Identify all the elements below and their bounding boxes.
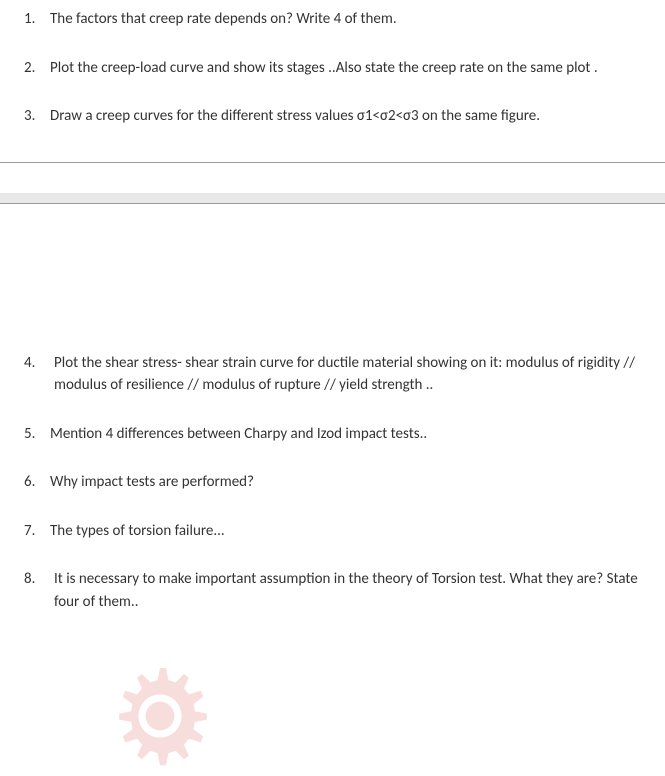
question-text-2: Plot the creep-load curve and show its s… bbox=[50, 57, 641, 80]
gear-watermark-icon bbox=[90, 656, 230, 776]
bottom-question-block: 4. Plot the shear stress- shear strain c… bbox=[0, 204, 665, 648]
question-number-7: 7. bbox=[24, 520, 50, 543]
question-number-6: 6. bbox=[24, 471, 50, 494]
question-text-3: Draw a creep curves for the different st… bbox=[50, 105, 641, 128]
divider-line-top bbox=[0, 162, 665, 163]
question-8: 8. It is necessary to make important ass… bbox=[24, 568, 641, 613]
page-divider bbox=[0, 193, 665, 203]
question-1: 1. The factors that creep rate depends o… bbox=[24, 8, 641, 31]
question-text-6: Why impact tests are performed? bbox=[50, 471, 641, 494]
question-number-1: 1. bbox=[24, 8, 50, 31]
question-7: 7. The types of torsion failure... bbox=[24, 520, 641, 543]
question-text-5: Mention 4 differences between Charpy and… bbox=[50, 423, 641, 446]
question-number-5: 5. bbox=[24, 423, 50, 446]
top-question-block: 1. The factors that creep rate depends o… bbox=[0, 0, 665, 162]
question-6: 6. Why impact tests are performed? bbox=[24, 471, 641, 494]
question-text-4: Plot the shear stress- shear strain curv… bbox=[54, 352, 641, 397]
question-text-1: The factors that creep rate depends on? … bbox=[50, 8, 641, 31]
question-4: 4. Plot the shear stress- shear strain c… bbox=[24, 352, 641, 397]
question-number-8: 8. bbox=[24, 568, 54, 591]
question-number-2: 2. bbox=[24, 57, 50, 80]
question-number-4: 4. bbox=[24, 352, 54, 375]
question-number-3: 3. bbox=[24, 105, 50, 128]
question-2: 2. Plot the creep-load curve and show it… bbox=[24, 57, 641, 80]
question-text-8: It is necessary to make important assump… bbox=[54, 568, 641, 613]
question-5: 5. Mention 4 differences between Charpy … bbox=[24, 423, 641, 446]
question-text-7: The types of torsion failure... bbox=[50, 520, 641, 543]
question-3: 3. Draw a creep curves for the different… bbox=[24, 105, 641, 128]
